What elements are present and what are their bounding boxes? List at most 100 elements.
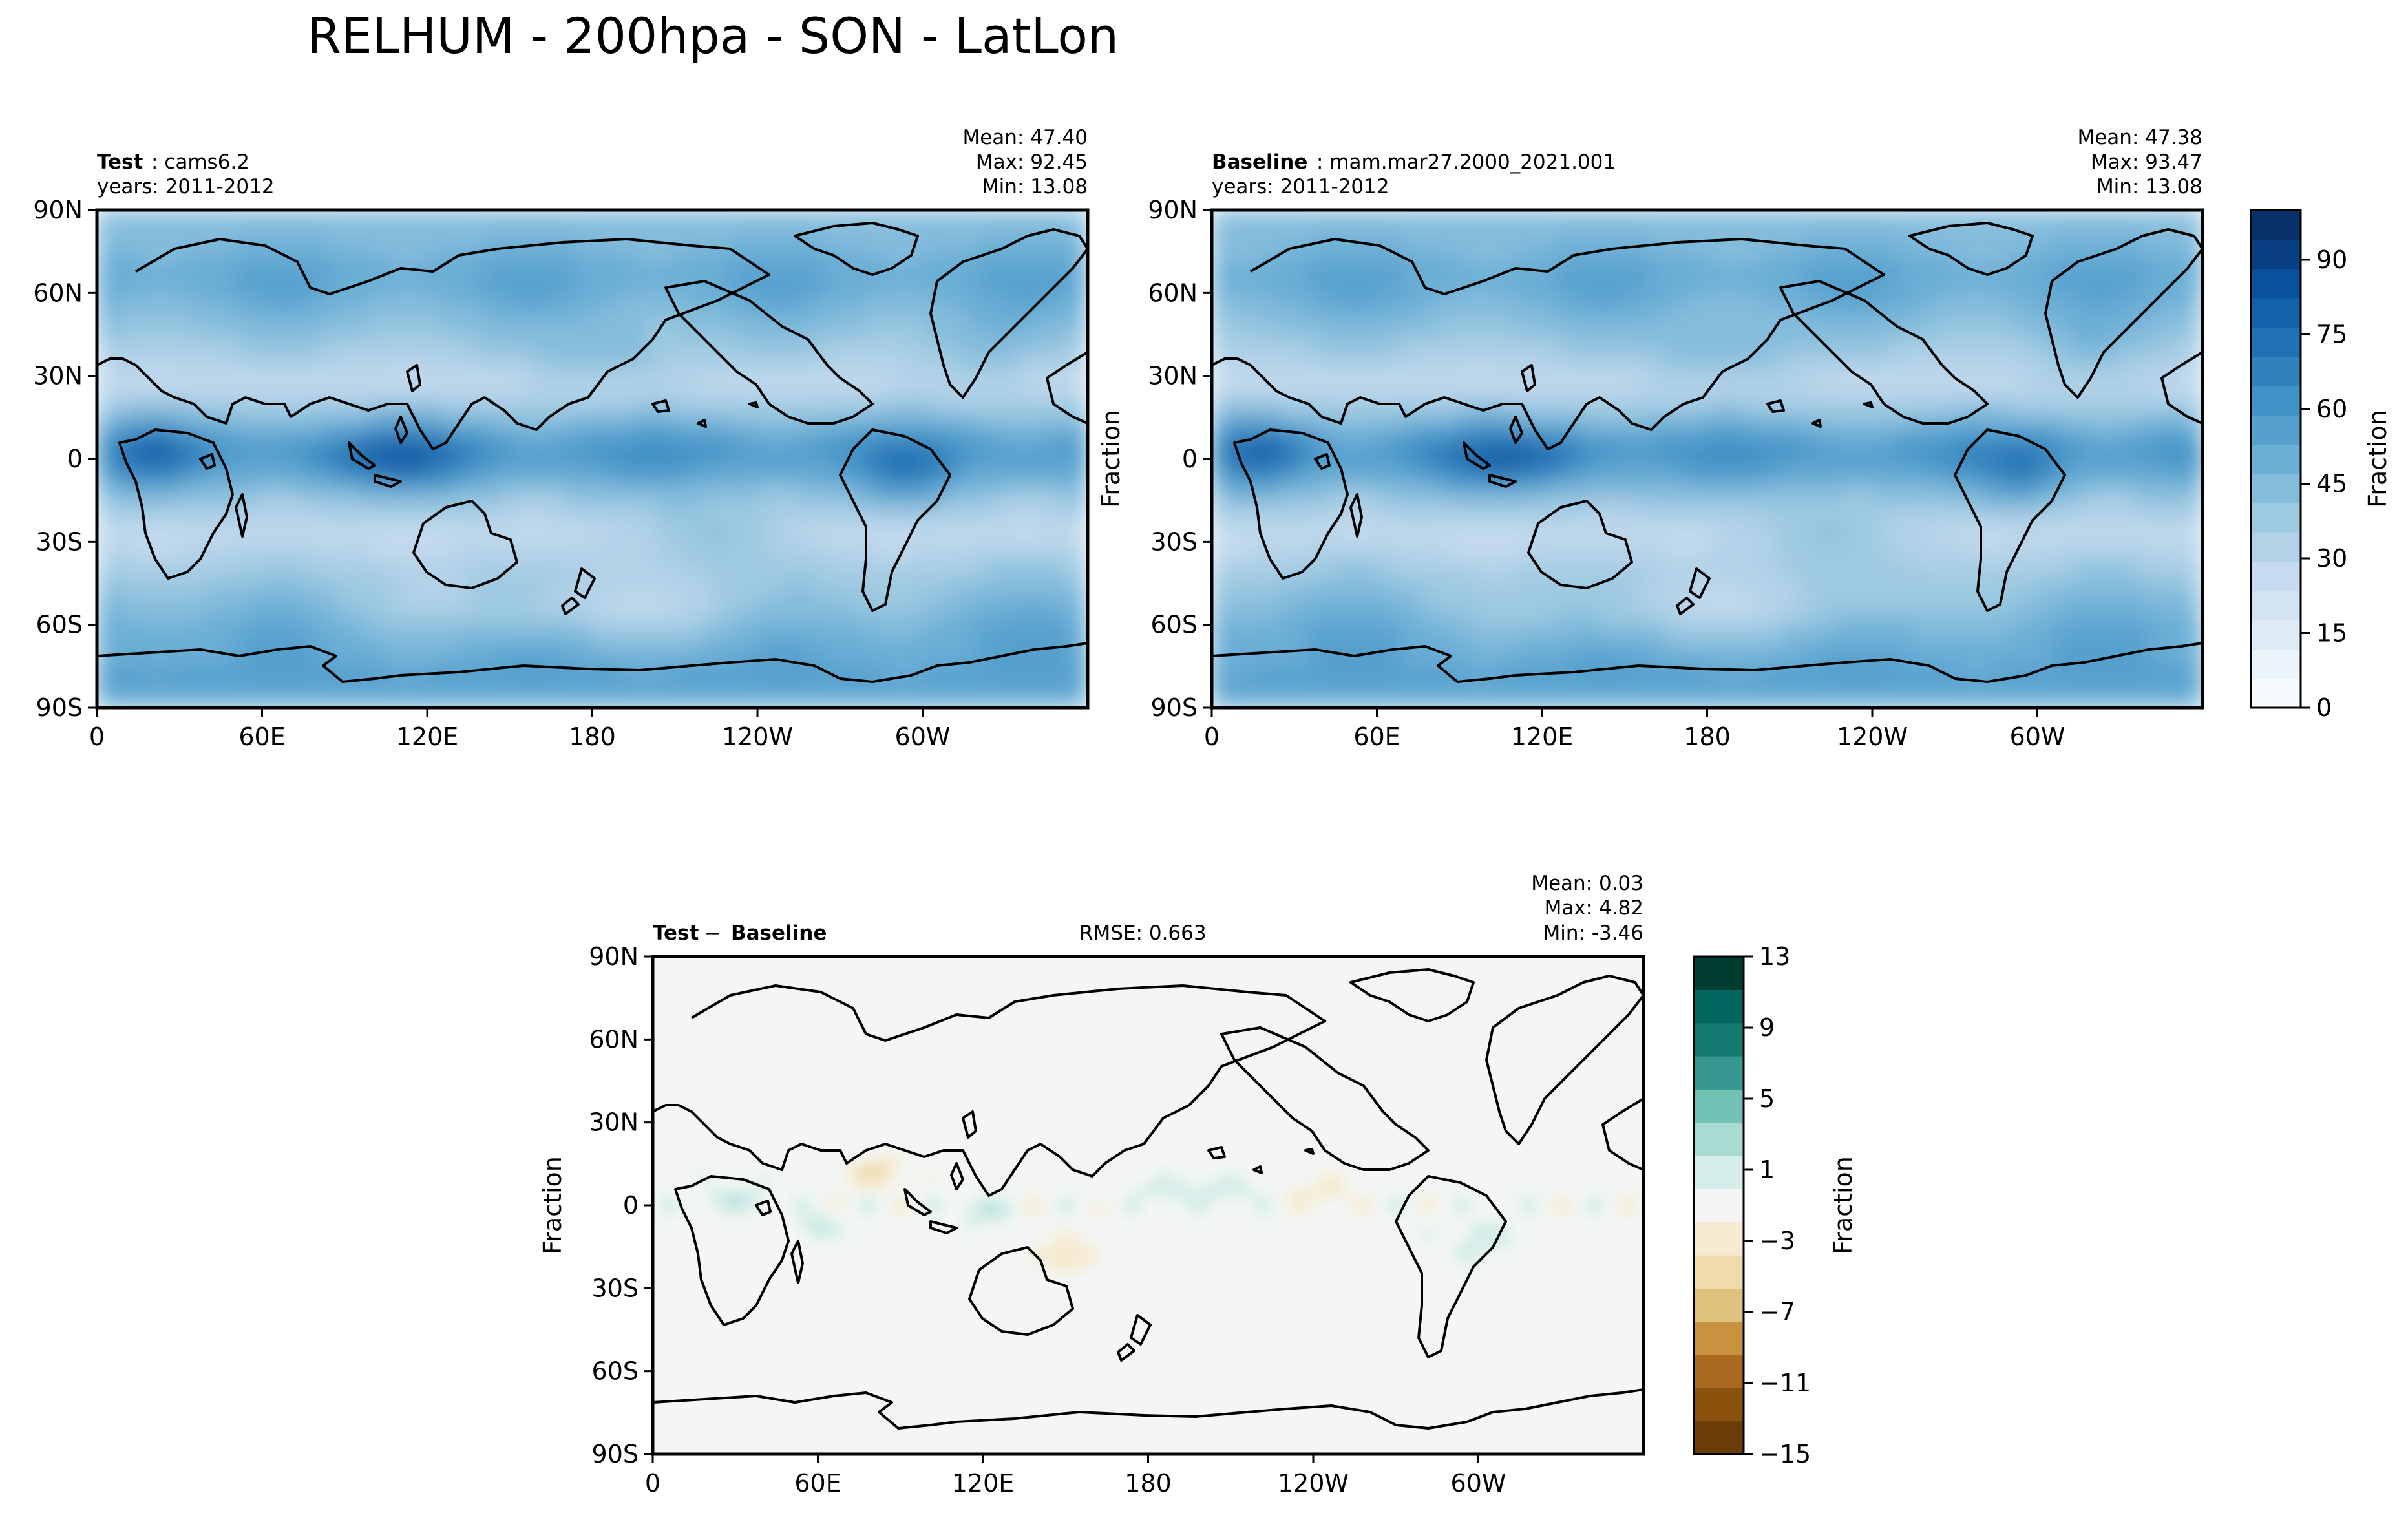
- field-cell: [248, 403, 263, 418]
- field-cell: [1623, 264, 1640, 280]
- field-cell: [1693, 403, 1708, 418]
- field-cell: [605, 679, 621, 695]
- field-cell: [1665, 472, 1680, 487]
- field-cell: [357, 264, 373, 280]
- field-cell: [1706, 624, 1722, 640]
- field-cell: [509, 472, 525, 487]
- field-cell: [1954, 624, 1970, 640]
- field-cell: [1046, 679, 1061, 695]
- field-cell: [880, 347, 896, 363]
- field-cell: [770, 278, 786, 294]
- field-cell: [880, 320, 896, 335]
- field-cell: [454, 375, 469, 391]
- field-cell: [867, 513, 882, 529]
- field-cell: [688, 416, 703, 432]
- field-cell: [330, 596, 346, 612]
- field-cell: [1568, 375, 1584, 391]
- field-cell: [715, 693, 731, 708]
- field-cell: [110, 679, 125, 695]
- field-cell: [1720, 541, 1736, 556]
- field-cell: [1555, 444, 1570, 460]
- field-cell: [784, 582, 799, 598]
- field-cell: [1761, 416, 1777, 432]
- field-cell: [1500, 210, 1516, 225]
- field-cell: [688, 251, 703, 266]
- field-cell: [1500, 223, 1516, 238]
- field-cell: [1857, 527, 1873, 543]
- field-cell: [770, 513, 786, 529]
- field-cell: [688, 472, 703, 487]
- field-cell: [1266, 430, 1282, 446]
- field-cell: [523, 403, 538, 418]
- field-cell: [1073, 210, 1088, 225]
- field-cell: [867, 679, 882, 695]
- field-cell: [454, 361, 469, 377]
- field-cell: [908, 278, 924, 294]
- field-cell: [1995, 306, 2011, 322]
- field-cell: [1927, 430, 1942, 446]
- field-cell: [97, 306, 112, 322]
- field-cell: [1568, 513, 1584, 529]
- field-cell: [454, 430, 469, 446]
- field-cell: [1761, 541, 1777, 556]
- field-cell: [137, 333, 153, 349]
- field-cell: [1266, 458, 1282, 474]
- field-cell: [1720, 416, 1736, 432]
- field-cell: [1321, 624, 1336, 640]
- field-cell: [1623, 306, 1640, 322]
- field-cell: [1252, 430, 1268, 446]
- field-cell: [1638, 306, 1653, 322]
- field-cell: [894, 651, 910, 667]
- field-cell: [770, 333, 786, 349]
- field-cell: [1651, 638, 1667, 653]
- field-cell: [1444, 624, 1461, 640]
- field-cell: [385, 278, 401, 294]
- field-cell: [2023, 638, 2038, 653]
- field-cell: [1651, 251, 1667, 266]
- field-cell: [894, 638, 910, 653]
- field-cell: [2050, 610, 2066, 626]
- field-cell: [1954, 292, 1970, 308]
- field-cell: [1734, 375, 1749, 391]
- field-cell: [1212, 458, 1227, 474]
- field-cell: [784, 624, 799, 640]
- field-cell: [2023, 500, 2038, 515]
- field-cell: [1775, 458, 1791, 474]
- field-cell: [2064, 582, 2080, 598]
- field-cell: [1335, 555, 1350, 571]
- field-cell: [1225, 500, 1240, 515]
- field-cell: [2133, 416, 2148, 432]
- field-cell: [1981, 500, 1997, 515]
- field-cell: [1885, 306, 1901, 322]
- field-cell: [1431, 555, 1446, 571]
- field-cell: [578, 610, 593, 626]
- field-cell: [1472, 500, 1488, 515]
- field-cell: [564, 333, 580, 349]
- field-cell: [1500, 347, 1516, 363]
- field-cell: [2064, 223, 2080, 238]
- field-cell: [110, 210, 125, 225]
- field-cell: [922, 361, 937, 377]
- field-cell: [2119, 638, 2135, 653]
- field-cell: [1004, 347, 1020, 363]
- field-cell: [289, 430, 304, 446]
- field-cell: [1376, 251, 1391, 266]
- field-cell: [1444, 361, 1461, 377]
- field-cell: [757, 347, 772, 363]
- field-cell: [1004, 596, 1020, 612]
- field-cell: [1031, 665, 1048, 681]
- field-cell: [1389, 333, 1406, 349]
- field-cell: [289, 485, 304, 502]
- field-cell: [1830, 555, 1846, 571]
- field-cell: [825, 651, 841, 667]
- field-cell: [2078, 541, 2093, 556]
- field-cell: [1954, 223, 1970, 238]
- field-cell: [646, 679, 662, 695]
- field-cell: [412, 458, 428, 474]
- field-cell: [797, 389, 814, 405]
- field-cell: [1541, 278, 1557, 294]
- field-cell: [660, 596, 676, 612]
- field-cell: [123, 624, 139, 640]
- field-cell: [1362, 485, 1378, 502]
- field-cell: [110, 472, 125, 487]
